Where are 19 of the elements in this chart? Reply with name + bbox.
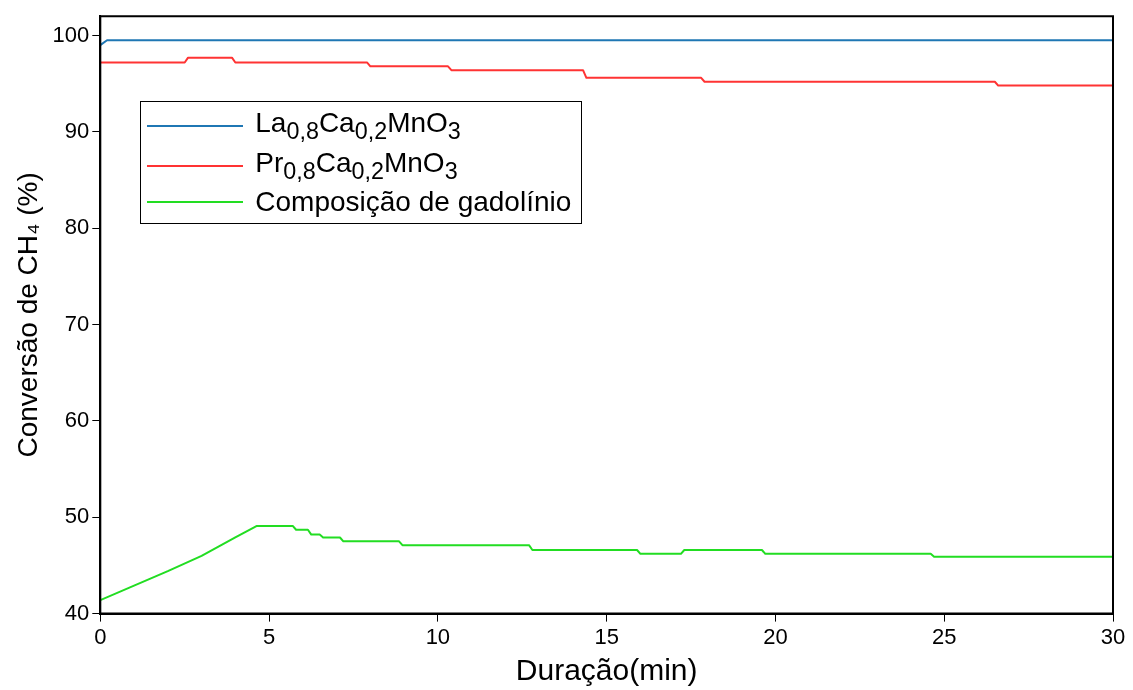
x-tick-label: 20 — [763, 623, 788, 649]
y-tick-label: 40 — [64, 599, 90, 625]
x-tick-label: 15 — [594, 623, 619, 649]
legend-label: La$_{0,8}$Ca$_{0,2}$MnO$_{3}$ — [255, 106, 461, 146]
legend-label: Composição de gadolínio — [255, 185, 572, 219]
y-tick-label: 100 — [52, 21, 90, 47]
x-tick-label: 0 — [94, 623, 107, 649]
x-tick-label: 25 — [931, 623, 957, 649]
y-tick-label: 90 — [64, 117, 90, 143]
y-tick-label: 80 — [64, 214, 90, 240]
x-tick-label: 10 — [425, 623, 451, 649]
y-tick-label: 50 — [64, 503, 90, 529]
x-tick-label: 5 — [262, 623, 276, 649]
y-axis-title: Conversão de CH₄ (%) — [11, 172, 43, 458]
x-tick-label: 30 — [1100, 623, 1126, 649]
x-axis-title: Duração(min) — [515, 653, 698, 687]
legend-label: Pr$_{0,8}$Ca$_{0,2}$MnO$_{3}$ — [255, 145, 458, 186]
y-tick-label: 60 — [64, 406, 90, 432]
y-tick-label: 70 — [64, 310, 90, 336]
